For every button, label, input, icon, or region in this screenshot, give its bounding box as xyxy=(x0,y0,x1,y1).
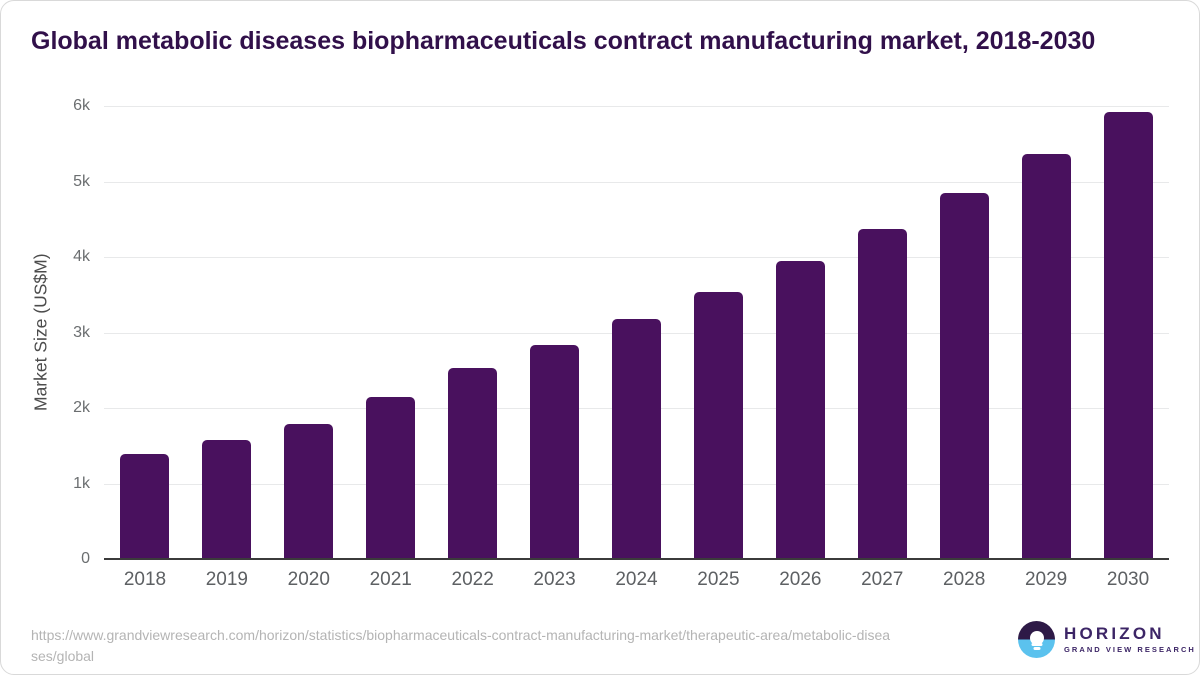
gridline-5k xyxy=(104,181,1169,183)
x-axis-label-2027: 2027 xyxy=(861,569,904,590)
y-tick-label-4k: 4k xyxy=(73,248,90,265)
bar-2018[interactable] xyxy=(120,454,170,559)
x-axis-label-2030: 2030 xyxy=(1106,569,1150,590)
bar-slot-2019 xyxy=(186,106,268,559)
gridline-6k xyxy=(104,106,1169,107)
bar-slot-2020 xyxy=(268,106,350,559)
bar-slot-2018 xyxy=(104,106,186,559)
y-tick-label-3k: 3k xyxy=(73,323,90,341)
chart-title: Global metabolic diseases biopharmaceuti… xyxy=(31,27,1096,55)
bar-2022[interactable] xyxy=(448,368,498,559)
x-axis-label-2019: 2019 xyxy=(205,569,249,590)
bar-slot-2029 xyxy=(1005,106,1087,559)
x-axis-label-2021: 2021 xyxy=(369,569,412,590)
bar-2024[interactable] xyxy=(611,318,661,559)
x-axis-label-2023: 2023 xyxy=(533,569,576,590)
bar-2027[interactable] xyxy=(857,229,907,559)
bar-slot-2027 xyxy=(841,106,923,559)
sun-circle-icon xyxy=(1029,630,1044,645)
x-axis-label-2018: 2018 xyxy=(123,569,167,590)
bar-2021[interactable] xyxy=(366,396,416,559)
horizon-sun-icon xyxy=(1018,621,1055,658)
logo-tagline-text: GRAND VIEW RESEARCH xyxy=(1064,645,1196,655)
bar-slot-2026 xyxy=(759,106,841,559)
plot-area xyxy=(104,106,1169,560)
bar-slot-2022 xyxy=(432,106,514,559)
sun-reflection-line-icon xyxy=(1033,647,1040,650)
x-axis-label-2026: 2026 xyxy=(779,569,822,590)
bar-2023[interactable] xyxy=(530,344,580,559)
y-tick-label-6k: 6k xyxy=(73,97,90,114)
x-axis-label-2022: 2022 xyxy=(451,569,494,590)
bar-2019[interactable] xyxy=(202,440,252,559)
bar-2029[interactable] xyxy=(1021,153,1071,559)
bar-2020[interactable] xyxy=(284,423,334,559)
logo-brand-text: HORIZON xyxy=(1064,624,1165,644)
bar-2026[interactable] xyxy=(775,260,825,559)
bar-series xyxy=(104,106,1169,559)
horizon-logo: HORIZON GRAND VIEW RESEARCH xyxy=(1018,621,1196,658)
x-axis-label-2025: 2025 xyxy=(697,569,740,590)
logo-text: HORIZON GRAND VIEW RESEARCH xyxy=(1064,625,1196,654)
x-axis-labels: 2018 2019 2020 2021 2022 2023 2024 2025 2026 2027… xyxy=(104,569,1169,591)
y-tick-label-2k: 2k xyxy=(73,399,90,416)
x-axis-label-2020: 2020 xyxy=(287,569,330,590)
bar-slot-2030 xyxy=(1087,106,1169,559)
source-url: https://www.grandviewresearch.com/horizo… xyxy=(31,627,891,664)
bar-slot-2023 xyxy=(514,106,596,559)
bar-slot-2028 xyxy=(923,106,1005,559)
bar-slot-2025 xyxy=(677,106,759,559)
y-tick-label-5k: 5k xyxy=(73,172,90,190)
gridline-4k xyxy=(104,257,1169,258)
bar-slot-2021 xyxy=(350,106,432,559)
bar-2028[interactable] xyxy=(939,192,989,559)
x-axis-label-2024: 2024 xyxy=(615,569,658,590)
bar-2030[interactable] xyxy=(1103,112,1153,559)
y-tick-label-1k: 1k xyxy=(73,474,90,492)
bar-slot-2024 xyxy=(596,106,678,559)
sun-reflection-line-icon xyxy=(1031,643,1042,647)
y-axis-tick-labels: 0 1k 2k 3k 4k 5k 6k xyxy=(1,97,90,567)
y-tick-label-0: 0 xyxy=(81,550,90,567)
x-axis-label-2029: 2029 xyxy=(1024,569,1068,590)
x-axis-line xyxy=(104,558,1169,560)
bar-2025[interactable] xyxy=(693,291,743,559)
x-axis-label-2028: 2028 xyxy=(943,569,986,590)
